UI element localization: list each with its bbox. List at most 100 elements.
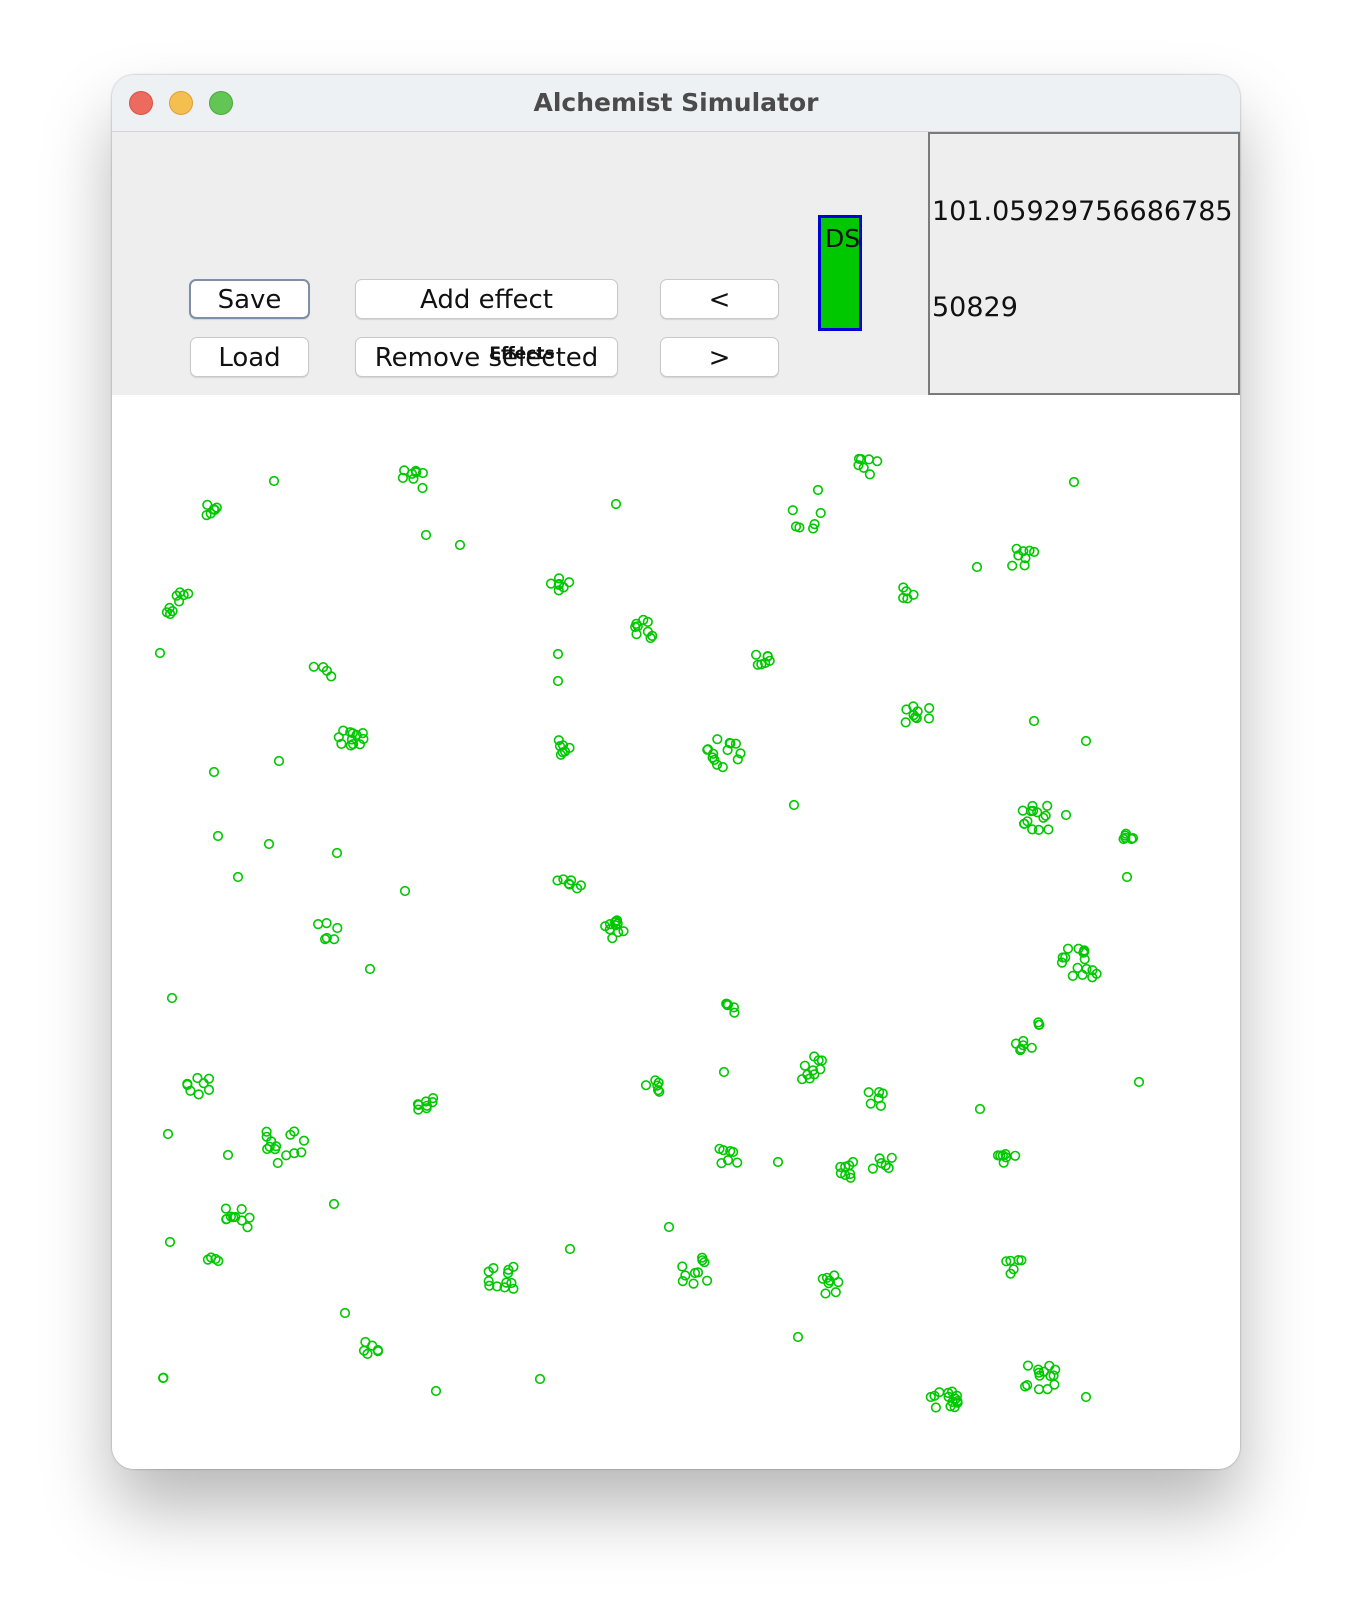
node-layer[interactable] — [112, 395, 1240, 1469]
node-marker[interactable] — [1001, 1256, 1012, 1267]
node-marker[interactable] — [397, 472, 409, 483]
node-marker[interactable] — [677, 1261, 688, 1272]
node-marker[interactable] — [863, 454, 875, 465]
node-marker[interactable] — [298, 1135, 310, 1146]
node-marker[interactable] — [372, 1344, 384, 1356]
node-marker[interactable] — [1022, 1360, 1034, 1371]
node-marker[interactable] — [898, 592, 909, 603]
node-marker[interactable] — [788, 799, 800, 811]
node-marker[interactable] — [809, 519, 820, 530]
node-marker[interactable] — [1118, 833, 1129, 845]
node-marker[interactable] — [502, 1267, 514, 1279]
node-marker[interactable] — [792, 1331, 804, 1343]
node-marker[interactable] — [677, 1275, 688, 1287]
previous-effect-button[interactable]: < — [660, 279, 779, 319]
node-marker[interactable] — [534, 1373, 546, 1385]
node-marker[interactable] — [1005, 1268, 1016, 1279]
node-marker[interactable] — [688, 1278, 699, 1289]
node-marker[interactable] — [273, 755, 285, 767]
node-marker[interactable] — [483, 1266, 494, 1277]
node-marker[interactable] — [718, 1066, 730, 1078]
node-marker[interactable] — [1080, 1391, 1092, 1403]
node-marker[interactable] — [161, 607, 173, 618]
node-marker[interactable] — [408, 473, 419, 484]
node-marker[interactable] — [1040, 810, 1051, 821]
node-marker[interactable] — [411, 467, 422, 478]
node-marker[interactable] — [220, 1203, 231, 1214]
close-window-button[interactable] — [129, 91, 153, 115]
node-marker[interactable] — [232, 871, 244, 883]
node-marker[interactable] — [420, 529, 432, 541]
node-marker[interactable] — [454, 539, 466, 551]
node-marker[interactable] — [178, 590, 189, 601]
simulation-canvas[interactable] — [112, 395, 1240, 1469]
node-marker[interactable] — [236, 1215, 247, 1226]
node-marker[interactable] — [1026, 1042, 1037, 1053]
node-marker[interactable] — [722, 1155, 734, 1166]
node-marker[interactable] — [772, 1156, 784, 1168]
node-marker[interactable] — [1024, 545, 1035, 556]
node-marker[interactable] — [816, 1055, 828, 1066]
node-marker[interactable] — [640, 1080, 652, 1091]
node-marker[interactable] — [1022, 816, 1033, 827]
node-marker[interactable] — [886, 1152, 897, 1163]
node-marker[interactable] — [820, 1288, 831, 1299]
node-marker[interactable] — [552, 875, 563, 886]
minimize-window-button[interactable] — [169, 91, 193, 115]
node-marker[interactable] — [1067, 970, 1078, 982]
node-marker[interactable] — [564, 1243, 576, 1255]
node-marker[interactable] — [613, 926, 624, 938]
node-marker[interactable] — [296, 1147, 307, 1158]
node-marker[interactable] — [1019, 818, 1030, 829]
node-marker[interactable] — [732, 1157, 743, 1168]
node-marker[interactable] — [193, 1089, 204, 1100]
node-marker[interactable] — [1018, 1035, 1029, 1047]
node-marker[interactable] — [929, 1390, 940, 1401]
node-marker[interactable] — [645, 632, 656, 644]
node-marker[interactable] — [873, 1086, 885, 1098]
node-marker[interactable] — [812, 484, 824, 496]
node-marker[interactable] — [638, 614, 649, 625]
node-marker[interactable] — [1080, 735, 1092, 747]
node-marker[interactable] — [154, 647, 166, 659]
node-marker[interactable] — [501, 1277, 512, 1288]
node-marker[interactable] — [266, 1136, 277, 1147]
node-marker[interactable] — [942, 1387, 954, 1399]
node-marker[interactable] — [652, 1080, 663, 1091]
node-marker[interactable] — [930, 1402, 942, 1413]
node-marker[interactable] — [1005, 1255, 1016, 1266]
node-marker[interactable] — [212, 830, 224, 842]
node-marker[interactable] — [262, 1143, 273, 1155]
node-marker[interactable] — [205, 508, 216, 519]
node-marker[interactable] — [1027, 800, 1038, 812]
node-marker[interactable] — [718, 1145, 729, 1156]
node-marker[interactable] — [192, 1072, 203, 1084]
node-marker[interactable] — [725, 738, 736, 749]
node-marker[interactable] — [358, 733, 369, 745]
node-marker[interactable] — [752, 659, 763, 670]
node-marker[interactable] — [1019, 1381, 1031, 1392]
node-marker[interactable] — [799, 1060, 811, 1071]
node-marker[interactable] — [729, 1007, 740, 1018]
node-marker[interactable] — [1043, 824, 1054, 835]
node-marker[interactable] — [328, 1198, 340, 1210]
node-marker[interactable] — [313, 918, 324, 930]
node-marker[interactable] — [572, 883, 583, 894]
node-marker[interactable] — [804, 1073, 815, 1084]
node-marker[interactable] — [1120, 828, 1132, 839]
node-marker[interactable] — [329, 934, 340, 945]
node-marker[interactable] — [1042, 1383, 1053, 1395]
node-marker[interactable] — [1020, 553, 1031, 564]
node-marker[interactable] — [762, 651, 773, 662]
node-marker[interactable] — [717, 762, 728, 773]
node-marker[interactable] — [182, 1078, 193, 1089]
node-marker[interactable] — [399, 465, 410, 476]
node-marker[interactable] — [707, 752, 718, 763]
node-marker[interactable] — [701, 1275, 713, 1286]
node-marker[interactable] — [1011, 543, 1022, 554]
node-marker[interactable] — [874, 1153, 885, 1164]
node-marker[interactable] — [483, 1275, 494, 1287]
node-marker[interactable] — [730, 738, 742, 749]
node-marker[interactable] — [321, 917, 332, 929]
node-marker[interactable] — [198, 1078, 209, 1089]
